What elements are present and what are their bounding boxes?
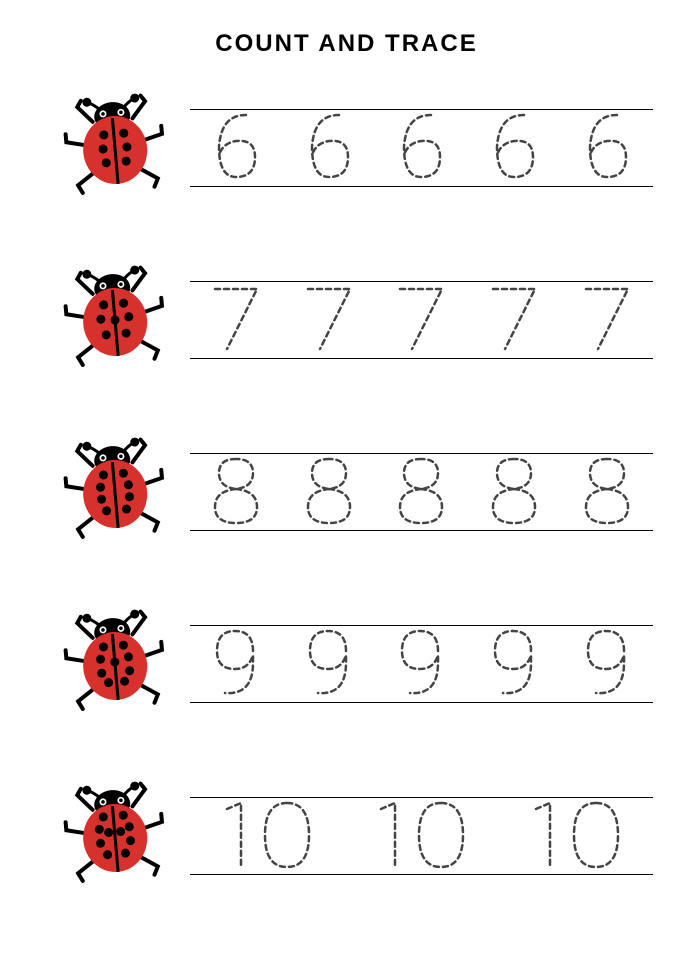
trace-number-8[interactable] [201,451,271,534]
trace-number-10[interactable] [361,795,481,878]
trace-numbers [190,451,653,534]
trace-number-6[interactable] [201,107,271,190]
trace-number-7[interactable] [386,279,456,362]
trace-number-9[interactable] [386,623,456,706]
trace-number-9[interactable] [201,623,271,706]
trace-numbers [190,279,653,362]
trace-numbers [190,623,653,706]
trace-number-10[interactable] [207,795,327,878]
trace-number-7[interactable] [479,279,549,362]
trace-line[interactable] [190,275,653,365]
trace-number-6[interactable] [479,107,549,190]
trace-number-10[interactable] [516,795,636,878]
trace-number-6[interactable] [572,107,642,190]
trace-number-7[interactable] [201,279,271,362]
trace-number-8[interactable] [479,451,549,534]
trace-number-9[interactable] [572,623,642,706]
ladybug-icon [40,265,190,375]
trace-line[interactable] [190,103,653,193]
trace-line[interactable] [190,619,653,709]
trace-number-9[interactable] [294,623,364,706]
trace-number-6[interactable] [386,107,456,190]
trace-line[interactable] [190,791,653,881]
worksheet-row-10 [40,771,653,901]
ladybug-icon [40,609,190,719]
worksheet-row-9 [40,599,653,729]
trace-number-9[interactable] [479,623,549,706]
trace-numbers [190,107,653,190]
worksheet-row-7 [40,255,653,385]
trace-number-7[interactable] [294,279,364,362]
worksheet-title: COUNT AND TRACE [40,30,653,58]
trace-number-8[interactable] [294,451,364,534]
ladybug-icon [40,781,190,891]
ladybug-icon [40,437,190,547]
trace-number-6[interactable] [294,107,364,190]
trace-line[interactable] [190,447,653,537]
trace-number-8[interactable] [386,451,456,534]
trace-numbers [190,795,653,878]
trace-number-7[interactable] [572,279,642,362]
ladybug-icon [40,93,190,203]
worksheet-row-6 [40,83,653,213]
worksheet-row-8 [40,427,653,557]
worksheet-rows [40,83,653,901]
trace-number-8[interactable] [572,451,642,534]
